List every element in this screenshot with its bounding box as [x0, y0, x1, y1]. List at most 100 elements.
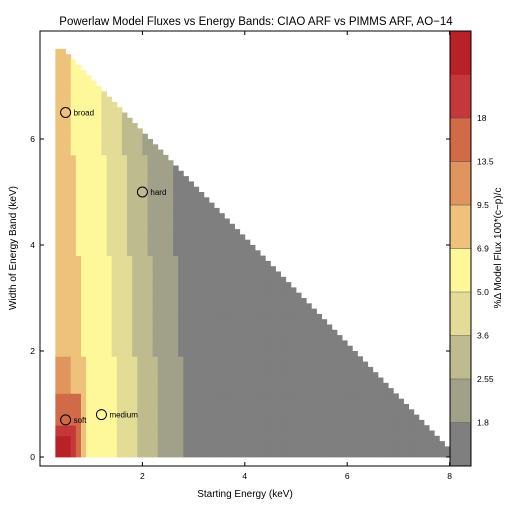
- heatmap-cell: [96, 176, 102, 182]
- heatmap-cell: [65, 91, 72, 97]
- heatmap-cell: [91, 398, 97, 405]
- heatmap-cell: [260, 282, 266, 288]
- heatmap-cell: [403, 414, 410, 421]
- heatmap-cell: [101, 287, 107, 294]
- heatmap-cell: [234, 250, 241, 256]
- heatmap-cell: [203, 366, 210, 373]
- heatmap-cell: [111, 266, 118, 272]
- heatmap-cell: [121, 176, 128, 182]
- heatmap-cell: [321, 372, 328, 378]
- heatmap-cell: [80, 435, 87, 442]
- heatmap-cell: [326, 335, 333, 341]
- heatmap-cell: [255, 266, 261, 272]
- heatmap-cell: [188, 186, 194, 193]
- heatmap-cell: [296, 345, 302, 352]
- heatmap-cell: [96, 96, 102, 103]
- heatmap-cell: [132, 340, 138, 347]
- heatmap-cell: [311, 351, 317, 357]
- heatmap-cell: [142, 223, 148, 230]
- heatmap-cell: [203, 202, 210, 209]
- heatmap-cell: [352, 372, 358, 378]
- heatmap-cell: [75, 154, 82, 161]
- heatmap-cell: [342, 388, 348, 394]
- heatmap-cell: [296, 372, 302, 378]
- heatmap-cell: [60, 234, 66, 241]
- heatmap-cell: [75, 340, 82, 347]
- heatmap-cell: [96, 86, 102, 92]
- heatmap-cell: [162, 271, 169, 278]
- heatmap-cell: [132, 255, 138, 262]
- heatmap-cell: [157, 202, 164, 209]
- heatmap-cell: [55, 441, 61, 447]
- heatmap-cell: [70, 139, 77, 145]
- heatmap-cell: [229, 245, 235, 251]
- heatmap-cell: [244, 441, 251, 447]
- heatmap-cell: [86, 361, 92, 368]
- heatmap-cell: [147, 435, 154, 442]
- heatmap-cell: [65, 276, 72, 283]
- x-tick-label: 6: [345, 471, 350, 481]
- heatmap-cell: [152, 340, 159, 347]
- heatmap-cell: [255, 271, 261, 278]
- heatmap-cell: [244, 271, 251, 278]
- heatmap-cell: [80, 101, 87, 108]
- heatmap-cell: [203, 435, 210, 442]
- heatmap-cell: [152, 298, 159, 304]
- heatmap-cell: [311, 451, 317, 458]
- heatmap-cell: [198, 298, 205, 304]
- heatmap-cell: [208, 441, 215, 447]
- heatmap-cell: [86, 324, 92, 331]
- heatmap-cell: [65, 404, 72, 410]
- heatmap-cell: [224, 345, 230, 352]
- heatmap-cell: [132, 361, 138, 368]
- heatmap-cell: [70, 213, 77, 219]
- heatmap-cell: [316, 388, 322, 394]
- heatmap-cell: [111, 165, 118, 172]
- heatmap-cell: [157, 435, 164, 442]
- heatmap-cell: [111, 139, 118, 145]
- heatmap-cell: [311, 409, 317, 415]
- heatmap-cell: [101, 361, 107, 368]
- heatmap-cell: [270, 451, 276, 458]
- heatmap-cell: [60, 181, 66, 188]
- heatmap-cell: [142, 435, 148, 442]
- heatmap-cell: [214, 260, 220, 267]
- heatmap-cell: [183, 324, 189, 331]
- heatmap-cell: [86, 239, 92, 246]
- heatmap-cell: [142, 213, 148, 219]
- heatmap-cell: [398, 419, 404, 426]
- heatmap-cell: [96, 441, 102, 447]
- heatmap-cell: [96, 192, 102, 198]
- heatmap-cell: [249, 250, 256, 256]
- heatmap-cell: [372, 393, 379, 400]
- heatmap-cell: [111, 329, 118, 336]
- heatmap-cell: [224, 271, 230, 278]
- heatmap-cell: [198, 308, 205, 315]
- heatmap-cell: [132, 388, 138, 394]
- heatmap-cell: [55, 282, 61, 288]
- heatmap-cell: [96, 160, 102, 166]
- heatmap-cell: [280, 319, 287, 325]
- heatmap-cell: [193, 388, 200, 394]
- heatmap-cell: [234, 308, 241, 315]
- heatmap-cell: [178, 345, 184, 352]
- heatmap-cell: [255, 324, 261, 331]
- heatmap-cell: [316, 351, 322, 357]
- heatmap-cell: [132, 425, 138, 431]
- heatmap-cell: [311, 356, 317, 362]
- heatmap-cell: [229, 329, 235, 336]
- heatmap-cell: [234, 382, 241, 389]
- heatmap-cell: [260, 255, 266, 262]
- heatmap-cell: [178, 372, 184, 378]
- heatmap-cell: [239, 239, 246, 246]
- heatmap-cell: [121, 218, 128, 225]
- heatmap-cell: [229, 372, 235, 378]
- heatmap-cell: [55, 356, 61, 362]
- heatmap-cell: [116, 335, 123, 341]
- heatmap-cell: [142, 133, 148, 140]
- heatmap-cell: [116, 414, 123, 421]
- heatmap-cell: [393, 398, 399, 405]
- heatmap-cell: [183, 276, 189, 283]
- heatmap-cell: [270, 345, 276, 352]
- heatmap-cell: [111, 154, 118, 161]
